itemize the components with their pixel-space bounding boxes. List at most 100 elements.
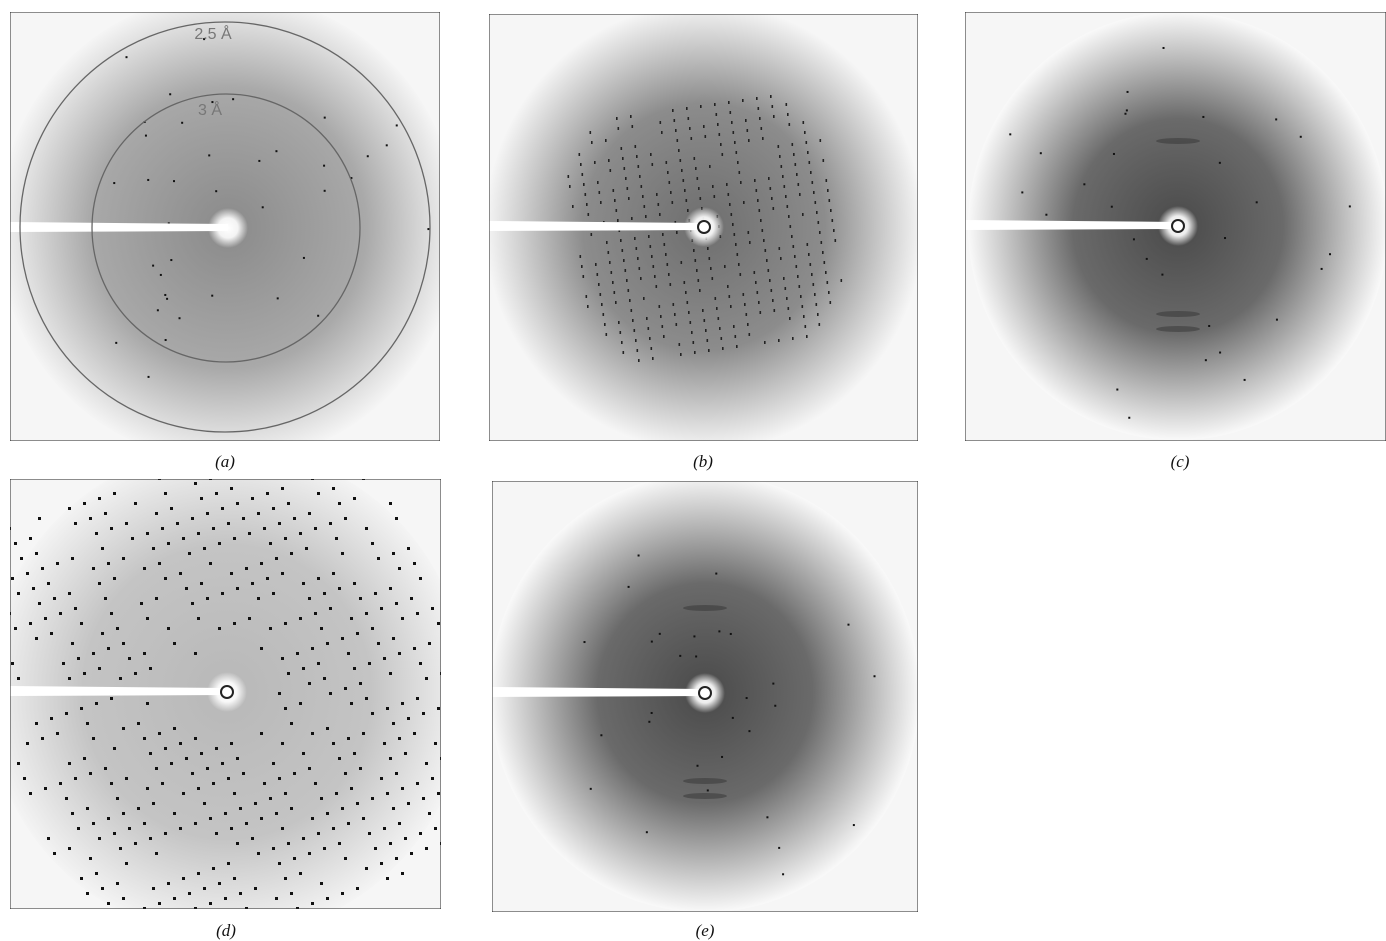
spot <box>170 259 172 261</box>
spot <box>743 201 745 204</box>
spot <box>757 291 759 294</box>
spot <box>660 315 662 318</box>
spot <box>792 143 794 146</box>
spot <box>608 251 610 254</box>
spot <box>293 772 296 775</box>
spot <box>814 293 816 296</box>
spot <box>167 627 170 630</box>
spot <box>416 697 419 700</box>
spot <box>650 245 652 248</box>
spot <box>1133 238 1135 240</box>
spot <box>802 305 804 308</box>
spot <box>170 932 173 935</box>
spot <box>681 261 683 264</box>
spot <box>344 772 347 775</box>
spot <box>194 822 197 825</box>
spot <box>197 532 200 535</box>
spot <box>326 897 329 900</box>
spot <box>688 117 690 120</box>
spot <box>230 827 233 830</box>
spot <box>143 567 146 570</box>
spot <box>68 762 71 765</box>
spot <box>323 165 325 167</box>
spot <box>359 682 362 685</box>
spot <box>23 777 26 780</box>
spot <box>458 717 461 720</box>
spot <box>727 285 729 288</box>
spot <box>734 233 736 236</box>
spot <box>658 203 660 206</box>
spot <box>695 259 697 262</box>
spot <box>86 807 89 810</box>
spot <box>652 163 654 166</box>
spot <box>401 872 404 875</box>
spot <box>236 927 239 930</box>
spot <box>287 842 290 845</box>
spot <box>770 95 772 98</box>
spot <box>638 359 640 362</box>
spot <box>197 787 200 790</box>
spot <box>718 630 720 632</box>
spot <box>610 169 612 172</box>
spot <box>179 742 182 745</box>
spot <box>428 812 431 815</box>
spot <box>215 917 218 920</box>
spot <box>625 177 627 180</box>
spot <box>628 586 630 588</box>
spot <box>635 145 637 148</box>
spot <box>829 199 831 202</box>
spot <box>269 797 272 800</box>
spot <box>693 249 695 252</box>
spot <box>694 351 696 354</box>
spot <box>284 452 287 455</box>
spot <box>667 263 669 266</box>
spot <box>98 837 101 840</box>
spot <box>427 228 429 230</box>
spot <box>92 567 95 570</box>
spot <box>648 721 650 723</box>
spot <box>670 191 672 194</box>
spot <box>188 467 191 470</box>
spot <box>266 492 269 495</box>
spot <box>149 922 152 925</box>
spot <box>311 647 314 650</box>
spot <box>284 877 287 880</box>
spot <box>332 742 335 745</box>
spot <box>104 597 107 600</box>
spot <box>227 522 230 525</box>
spot <box>208 154 210 156</box>
spot <box>416 612 419 615</box>
spot <box>401 702 404 705</box>
spot <box>721 337 723 340</box>
spot <box>684 189 686 192</box>
spot <box>110 697 113 700</box>
spot <box>768 177 770 180</box>
spot <box>455 752 458 755</box>
spot <box>86 892 89 895</box>
spot <box>587 305 589 308</box>
spot <box>158 477 161 480</box>
spot <box>320 797 323 800</box>
spot <box>356 887 359 890</box>
spot <box>458 802 461 805</box>
spot <box>794 255 796 258</box>
spot <box>485 827 488 830</box>
spot <box>790 225 792 228</box>
spot <box>773 207 775 210</box>
spot <box>1224 237 1226 239</box>
spot <box>148 376 150 378</box>
spot <box>194 652 197 655</box>
ice-arc <box>1156 326 1200 332</box>
spot <box>1202 116 1204 118</box>
spot <box>762 229 764 232</box>
spot <box>819 323 821 326</box>
spot <box>667 171 669 174</box>
spot <box>660 121 662 124</box>
spot <box>440 757 443 760</box>
spot <box>68 677 71 680</box>
spot <box>686 199 688 202</box>
spot <box>728 193 730 196</box>
spot <box>281 827 284 830</box>
spot <box>729 295 731 298</box>
spot <box>170 507 173 510</box>
